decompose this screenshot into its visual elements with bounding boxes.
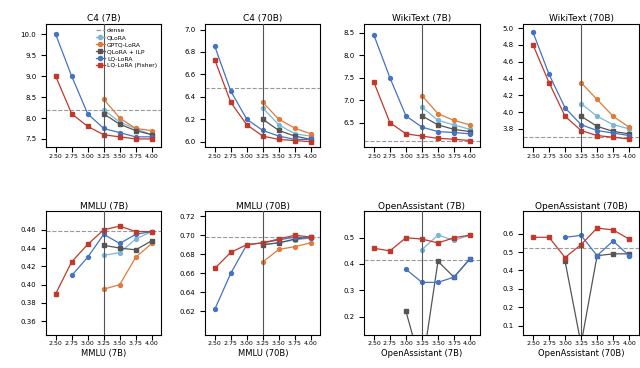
X-axis label: OpenAssistant (70B): OpenAssistant (70B) xyxy=(538,349,625,358)
X-axis label: MMLU (7B): MMLU (7B) xyxy=(81,349,126,358)
X-axis label: MMLU (70B): MMLU (70B) xyxy=(237,349,288,358)
Title: WikiText (70B): WikiText (70B) xyxy=(548,14,614,23)
Legend: dense, QLoRA, GPTQ-LoRA, QLoRA + ILP, LQ-LoRA, LQ-LoRA (Fisher): dense, QLoRA, GPTQ-LoRA, QLoRA + ILP, LQ… xyxy=(93,26,159,71)
Title: OpenAssistant (7B): OpenAssistant (7B) xyxy=(378,202,465,211)
Title: OpenAssistant (70B): OpenAssistant (70B) xyxy=(534,202,627,211)
Title: MMLU (70B): MMLU (70B) xyxy=(236,202,290,211)
Title: C4 (70B): C4 (70B) xyxy=(243,14,282,23)
Title: C4 (7B): C4 (7B) xyxy=(87,14,120,23)
X-axis label: OpenAssistant (7B): OpenAssistant (7B) xyxy=(381,349,463,358)
Title: WikiText (7B): WikiText (7B) xyxy=(392,14,452,23)
Title: MMLU (7B): MMLU (7B) xyxy=(79,202,128,211)
